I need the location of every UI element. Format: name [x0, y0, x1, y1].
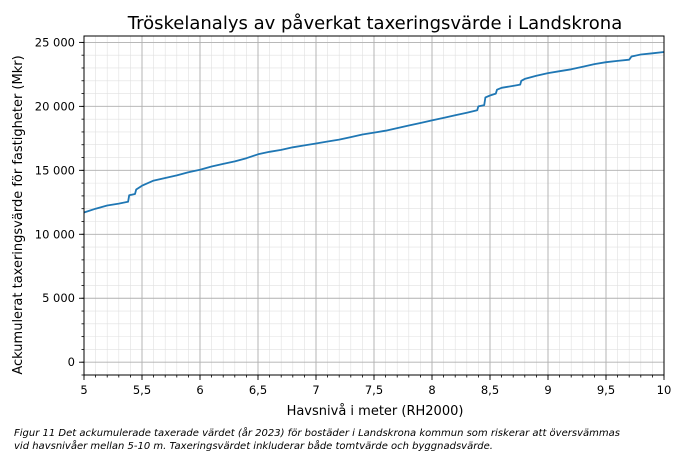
series-line: [83, 51, 665, 214]
x-tick-label: 9: [544, 383, 551, 397]
y-tick-label: 15 000: [35, 163, 75, 177]
x-axis-label: Havsnivå i meter (RH2000): [287, 404, 464, 419]
x-axis-ticks: 5 5,5 6 6,5 7 7,5 8 8,5 9 9,5 10: [80, 375, 671, 397]
y-axis-label: Ackumulerat taxeringsvärde för fastighet…: [11, 55, 26, 374]
x-tick-label: 5,5: [133, 383, 151, 397]
y-tick-label: 5 000: [42, 291, 75, 305]
x-tick-label: 7,5: [365, 383, 383, 397]
y-tick-label: 25 000: [35, 35, 75, 49]
y-tick-label: 10 000: [35, 227, 75, 241]
series-group: [83, 51, 665, 214]
x-tick-label: 5: [80, 383, 87, 397]
figure-caption: Figur 11 Det ackumulerade taxerade värde…: [14, 427, 698, 453]
x-tick-label: 9,5: [597, 383, 615, 397]
x-tick-label: 7: [312, 383, 319, 397]
x-tick-label: 8: [428, 383, 435, 397]
x-tick-label: 6: [196, 383, 203, 397]
caption-line-2: vid havsnivåer mellan 5-10 m. Taxeringsv…: [14, 441, 493, 452]
major-grid: [83, 36, 665, 375]
y-tick-label: 0: [68, 355, 75, 369]
y-tick-label: 20 000: [35, 99, 75, 113]
x-tick-label: 6,5: [249, 383, 267, 397]
x-tick-label: 8,5: [481, 383, 499, 397]
y-axis-ticks: 0 5 000 10 000 15 000 20 000 25 000: [35, 35, 84, 376]
chart-title: Tröskelanalys av påverkat taxeringsvärde…: [127, 13, 622, 34]
x-tick-label: 10: [657, 383, 672, 397]
caption-line-1: Figur 11 Det ackumulerade taxerade värde…: [14, 428, 620, 439]
